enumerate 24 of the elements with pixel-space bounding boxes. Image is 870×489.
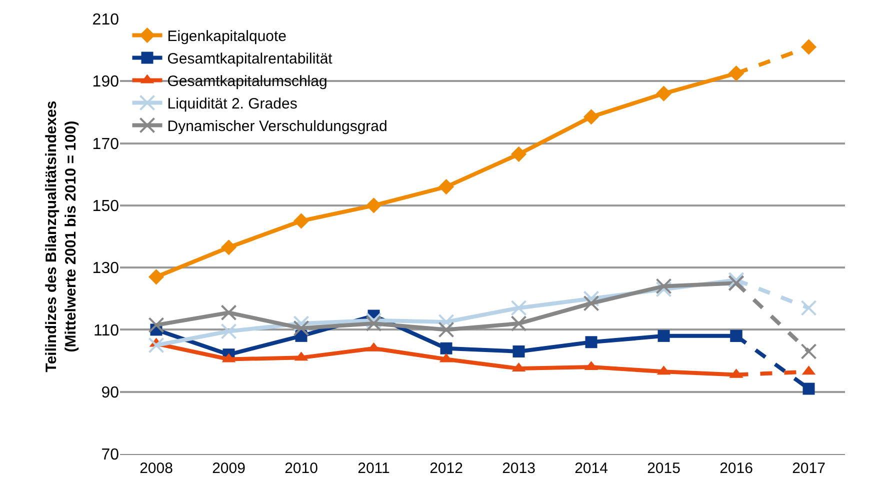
- legend-label: Dynamischer Verschuldungsgrad: [167, 118, 388, 136]
- legend-label: Liquidität 2. Grades: [167, 96, 298, 113]
- y-tick-label: 210: [92, 12, 120, 29]
- x-tick-label: 2008: [140, 460, 173, 477]
- x-tick-label: 2015: [647, 460, 680, 477]
- y-tick-label: 70: [101, 446, 120, 464]
- y-tick-label: 90: [101, 384, 120, 402]
- x-tick-label: 2014: [574, 460, 608, 477]
- legend-label: Eigenkapitalquote: [167, 28, 287, 46]
- x-tick-label: 2010: [284, 460, 318, 477]
- legend-label: Gesamtkapitalumschlag: [167, 73, 328, 90]
- x-tick-label: 2017: [792, 460, 826, 477]
- y-tick-label: 110: [93, 322, 120, 340]
- y-axis-title: Teilindizes des Bilanzqualitätsindexes (Mittelwerte 2001 bis 2010 = 100): [43, 100, 80, 372]
- x-tick-label: 2012: [430, 460, 463, 477]
- y-tick-label: 130: [92, 260, 120, 278]
- x-tick-label: 2011: [358, 460, 390, 477]
- x-tick-label: 2009: [212, 460, 246, 477]
- x-tick-label: 2013: [502, 460, 536, 477]
- y-tick-label: 150: [92, 198, 120, 216]
- y-tick-label: 190: [92, 74, 120, 91]
- y-tick-label: 170: [92, 136, 120, 153]
- legend-label: Gesamtkapitalrentabilität: [167, 50, 334, 68]
- x-tick-label: 2016: [720, 460, 753, 477]
